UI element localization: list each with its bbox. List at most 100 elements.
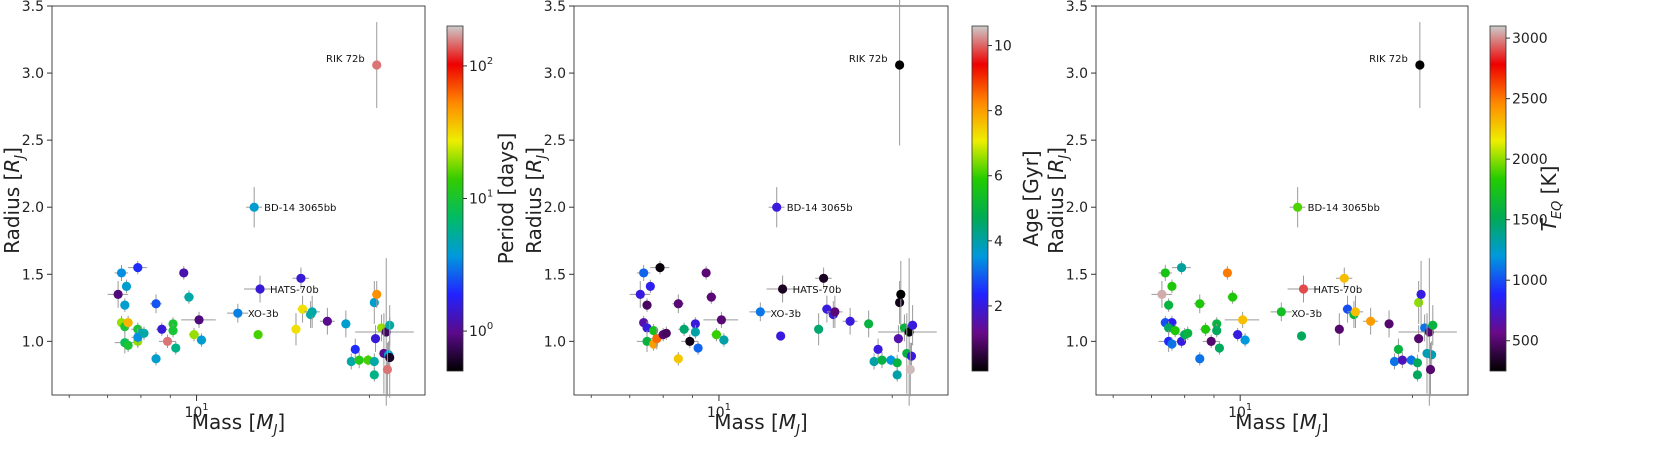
colorbar-tick-label: 2000 (1512, 152, 1548, 168)
data-point (123, 317, 133, 328)
annotation-label: BD-14 3065bb (1308, 203, 1380, 214)
annotation-label: BD-14 3065bb (264, 203, 336, 214)
y-tick-label: 3.0 (1066, 66, 1088, 82)
y-tick-label: 1.0 (22, 334, 44, 350)
data-point (372, 289, 382, 299)
y-tick-label: 1.5 (1066, 267, 1088, 283)
colorbar (446, 25, 464, 372)
data-point (370, 334, 381, 344)
data-point (341, 319, 351, 329)
annotation-label: XO-3b (248, 309, 279, 320)
data-point (1276, 307, 1286, 317)
y-axis-label: Radius [RJ] (1044, 147, 1072, 254)
data-point (873, 344, 883, 354)
data-point (869, 356, 879, 367)
annotation-label: XO-3b (770, 309, 801, 320)
data-point (194, 315, 204, 325)
data-point (701, 268, 711, 278)
data-point (296, 273, 306, 283)
data-point (291, 324, 301, 334)
x-axis-label: Mass [MJ] (1235, 410, 1328, 438)
data-point (372, 60, 382, 70)
data-point (369, 297, 379, 308)
data-point (249, 202, 259, 212)
data-point (1384, 319, 1394, 329)
colorbar-tick-label: 8 (994, 104, 1003, 120)
y-tick-label: 2.5 (544, 133, 566, 149)
colorbar-label: Period [days] (494, 133, 518, 265)
x-tick-label: 101 (184, 402, 208, 421)
data-point (1389, 356, 1400, 367)
data-point (877, 355, 887, 365)
data-point (1416, 289, 1426, 299)
data-point (168, 326, 178, 336)
data-point (1167, 281, 1177, 291)
data-point (1200, 324, 1211, 334)
data-point (719, 335, 729, 345)
data-point (1298, 284, 1309, 294)
y-tick-label: 1.0 (1066, 334, 1088, 350)
data-point (1414, 334, 1424, 344)
annotation-label: RIK 72b (326, 54, 365, 65)
y-tick-label: 3.0 (22, 66, 44, 82)
colorbar-tick-label: 3000 (1512, 31, 1548, 47)
data-point (1428, 320, 1438, 330)
data-point (1427, 350, 1437, 360)
data-point (322, 316, 332, 326)
data-point (1366, 316, 1376, 326)
colorbar-tick-label: 101 (469, 189, 493, 208)
y-tick-label: 2.0 (1066, 200, 1088, 216)
y-tick-label: 3.5 (22, 0, 44, 15)
data-point (690, 327, 700, 337)
data-point (776, 331, 786, 341)
x-axis-label: Mass [MJ] (714, 410, 807, 438)
y-tick-label: 3.0 (544, 66, 566, 82)
data-point (814, 324, 824, 334)
data-point (123, 340, 133, 350)
data-point (1176, 262, 1187, 273)
plot-frame (1095, 5, 1469, 396)
data-point (905, 364, 915, 375)
y-tick-label: 1.5 (544, 267, 566, 283)
data-point (892, 370, 902, 380)
colorbar-tick-label: 102 (469, 56, 493, 75)
data-point (830, 307, 840, 317)
colorbar-tick-label: 500 (1512, 334, 1539, 350)
data-point (892, 358, 902, 368)
colorbar-label: Age [Gyr] (1019, 150, 1043, 246)
data-point (1339, 273, 1349, 283)
data-point (1415, 60, 1425, 70)
data-point (693, 343, 703, 353)
colorbar-tick-label: 2500 (1512, 92, 1548, 108)
data-point (121, 281, 132, 291)
data-point (1425, 364, 1436, 375)
data-point (1240, 335, 1250, 345)
annotation-label: BD-14 3065b (787, 203, 853, 214)
data-point (661, 328, 671, 338)
data-point (819, 273, 829, 283)
data-point (157, 324, 167, 334)
data-point (354, 355, 364, 365)
y-axis-label: Radius [RJ] (0, 147, 28, 254)
data-point (369, 356, 379, 367)
y-tick-label: 2.5 (22, 133, 44, 149)
data-point (1170, 326, 1180, 336)
data-point (346, 356, 356, 367)
data-point (151, 354, 161, 364)
data-point (1206, 336, 1216, 346)
data-point (382, 364, 392, 375)
annotation-label: HATS-70b (270, 285, 319, 296)
colorbar (971, 25, 989, 372)
data-point (307, 307, 317, 317)
data-point (179, 268, 189, 278)
data-point (1214, 343, 1225, 353)
colorbar-tick-label: 6 (994, 169, 1003, 185)
data-point (1183, 328, 1193, 338)
data-point (642, 300, 652, 310)
data-point (1233, 330, 1243, 340)
data-point (655, 262, 665, 273)
